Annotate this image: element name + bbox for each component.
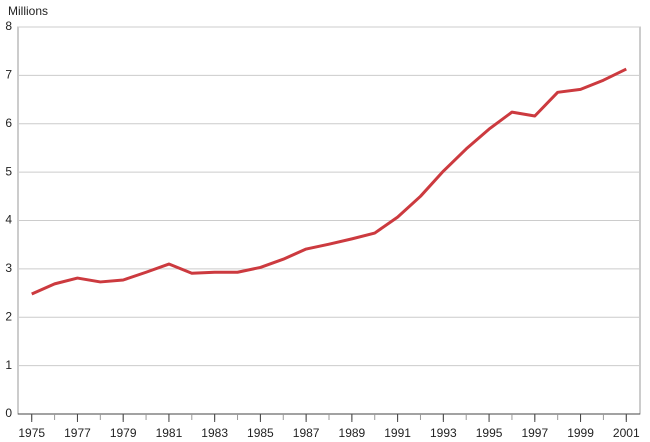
x-tick-label: 1977 (64, 426, 91, 440)
x-tick-label: 1985 (247, 426, 274, 440)
y-tick-label: 4 (5, 213, 12, 227)
y-tick-label: 6 (5, 116, 12, 130)
x-tick-label: 1981 (156, 426, 183, 440)
y-tick-label: 8 (5, 19, 12, 33)
x-tick-label: 1993 (430, 426, 457, 440)
y-tick-label: 0 (5, 406, 12, 420)
y-tick-label: 3 (5, 261, 12, 275)
y-tick-label: 5 (5, 164, 12, 178)
x-tick-label: 1997 (521, 426, 548, 440)
x-tick-label: 1995 (476, 426, 503, 440)
x-tick-label: 1989 (339, 426, 366, 440)
data-line (31, 67, 627, 296)
y-tick-label: 2 (5, 309, 12, 323)
x-tick-label: 1975 (18, 426, 45, 440)
y-axis-label: Millions (8, 4, 48, 18)
x-tick-label: 1991 (384, 426, 411, 440)
x-tick-label: 1979 (110, 426, 137, 440)
x-tick-label: 1999 (567, 426, 594, 440)
x-tick-label: 2001 (613, 426, 640, 440)
x-tick-label: 1983 (201, 426, 228, 440)
y-tick-label: 1 (5, 358, 12, 372)
x-tick-label: 1987 (293, 426, 320, 440)
y-tick-label: 7 (5, 68, 12, 82)
